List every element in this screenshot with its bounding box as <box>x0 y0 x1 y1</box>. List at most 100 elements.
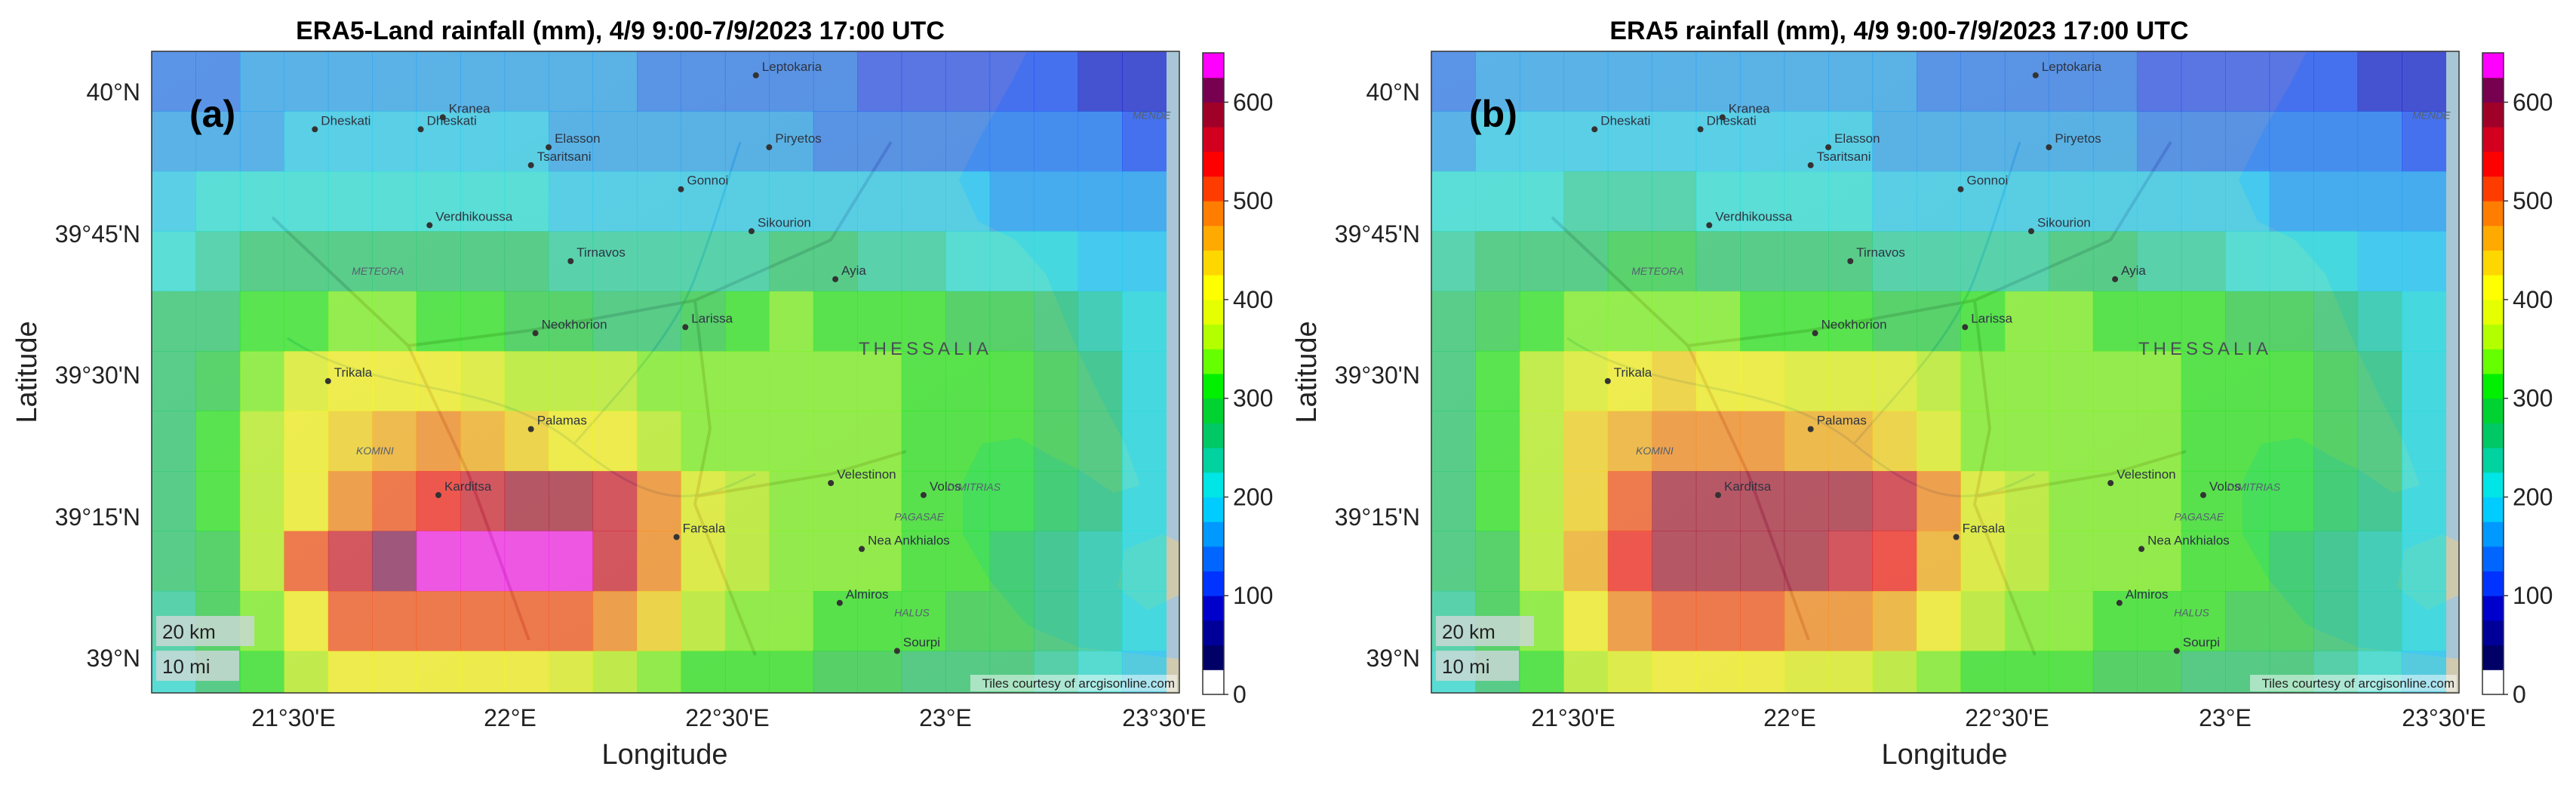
colorbar-swatch <box>1203 275 1224 300</box>
colorbar-swatch <box>2482 275 2504 300</box>
rainfall-cell <box>1828 531 1874 592</box>
rainfall-cell <box>769 471 814 531</box>
rainfall-cell <box>813 351 858 412</box>
rainfall-cell <box>1872 411 1917 472</box>
rainfall-cell <box>284 351 329 412</box>
rainfall-cell <box>989 291 1034 352</box>
rainfall-cell <box>1034 51 1079 112</box>
colorbar-swatch <box>2482 53 2504 78</box>
rainfall-cell <box>592 111 638 172</box>
rainfall-cell <box>1695 351 1741 412</box>
rainfall-cell <box>592 351 638 412</box>
rainfall-cell <box>195 411 241 472</box>
rainfall-cell <box>1828 651 1874 694</box>
rainfall-cell <box>592 291 638 352</box>
panel-a-y-tick: 39°30'N <box>55 362 140 389</box>
rainfall-cell <box>152 291 196 352</box>
rainfall-cell <box>372 471 417 531</box>
colorbar-tick-label: 100 <box>2513 582 2553 609</box>
place-marker <box>527 426 534 432</box>
rainfall-cell <box>2225 111 2270 172</box>
place-label: Elasson <box>1834 131 1880 146</box>
panel-b-rainfall-cells <box>1431 51 2446 694</box>
rainfall-cell <box>2357 471 2402 531</box>
rainfall-cell <box>1034 171 1079 232</box>
rainfall-cell <box>2049 171 2094 232</box>
rainfall-cell <box>637 171 681 232</box>
rainfall-cell <box>989 531 1034 592</box>
rainfall-cell <box>1695 291 1741 352</box>
rainfall-cell <box>2225 51 2270 112</box>
colorbar-swatch <box>1203 423 1224 448</box>
rainfall-cell <box>284 411 329 472</box>
rainfall-cell <box>681 651 726 694</box>
rainfall-cell <box>549 291 594 352</box>
rainfall-cell <box>637 411 681 472</box>
place-marker <box>1807 162 1814 168</box>
rainfall-cell <box>989 351 1034 412</box>
panel-b-y-tick-labels: 40°N 39°45'N 39°30'N 39°15'N 39°N <box>1335 78 1420 672</box>
colorbar-swatch <box>2482 127 2504 152</box>
rainfall-cell <box>2357 171 2402 232</box>
rainfall-cell <box>284 171 329 232</box>
rainfall-cell <box>1784 651 1829 694</box>
panel-b-attribution: Tiles courtesy of arcgisonline.com <box>2262 676 2455 691</box>
rainfall-cell <box>2269 231 2314 292</box>
rainfall-cell <box>1519 471 1564 531</box>
rainfall-cell <box>2181 111 2226 172</box>
place-label: HALUS <box>894 607 930 619</box>
rainfall-cell <box>460 651 506 694</box>
rainfall-cell <box>327 471 373 531</box>
rainfall-cell <box>1740 171 1785 232</box>
rainfall-cell <box>1828 591 1874 651</box>
place-label: Farsala <box>683 522 726 536</box>
rainfall-cell <box>724 651 770 694</box>
panel-a-y-tick-labels: 40°N 39°45'N 39°30'N 39°15'N 39°N <box>55 78 140 672</box>
rainfall-cell <box>1475 471 1520 531</box>
place-label: Sourpi <box>2183 635 2220 649</box>
rainfall-cell <box>460 591 506 651</box>
panel-b-scale-km: 20 km <box>1442 620 1495 643</box>
colorbar-tick-label: 400 <box>2513 286 2553 313</box>
rainfall-cell <box>1431 291 1476 352</box>
rainfall-cell <box>2313 351 2359 412</box>
rainfall-cell <box>152 411 196 472</box>
rainfall-cell <box>284 531 329 592</box>
rainfall-cell <box>1784 531 1829 592</box>
rainfall-cell <box>1652 51 1697 112</box>
colorbar-swatch <box>1203 571 1224 596</box>
rainfall-cell <box>1960 411 2006 472</box>
rainfall-cell <box>152 171 196 232</box>
rainfall-cell <box>1431 111 1476 172</box>
rainfall-cell <box>1563 291 1609 352</box>
place-marker <box>2046 144 2052 151</box>
rainfall-cell <box>2004 231 2049 292</box>
rainfall-cell <box>372 111 417 172</box>
rainfall-cell <box>1034 111 1079 172</box>
panel-b: ERA5 rainfall (mm), 4/9 9:00-7/9/2023 17… <box>1291 17 2553 771</box>
rainfall-cell <box>2402 231 2446 292</box>
panel-b-x-axis-label: Longitude <box>1882 739 2008 771</box>
colorbar-swatch <box>2482 250 2504 275</box>
rainfall-cell <box>284 291 329 352</box>
rainfall-cell <box>681 51 726 112</box>
panel-b-title: ERA5 rainfall (mm), 4/9 9:00-7/9/2023 17… <box>1609 17 2188 45</box>
panel-a-y-tick: 39°15'N <box>55 503 140 531</box>
place-marker <box>2107 480 2114 486</box>
rainfall-cell <box>1917 411 1961 472</box>
rainfall-cell <box>2004 351 2049 412</box>
rainfall-cell <box>1475 111 1520 172</box>
rainfall-cell <box>549 651 594 694</box>
colorbar-swatch <box>2482 349 2504 374</box>
panel-a-title: ERA5-Land rainfall (mm), 4/9 9:00-7/9/20… <box>296 17 945 45</box>
rainfall-cell <box>1695 111 1741 172</box>
rainfall-cell <box>857 471 902 531</box>
rainfall-cell <box>2049 651 2094 694</box>
rainfall-cell <box>2402 51 2446 112</box>
rainfall-cell <box>2137 51 2182 112</box>
rainfall-cell <box>152 111 196 172</box>
rainfall-cell <box>2049 291 2094 352</box>
rainfall-cell <box>504 351 549 412</box>
place-marker <box>2200 491 2206 498</box>
